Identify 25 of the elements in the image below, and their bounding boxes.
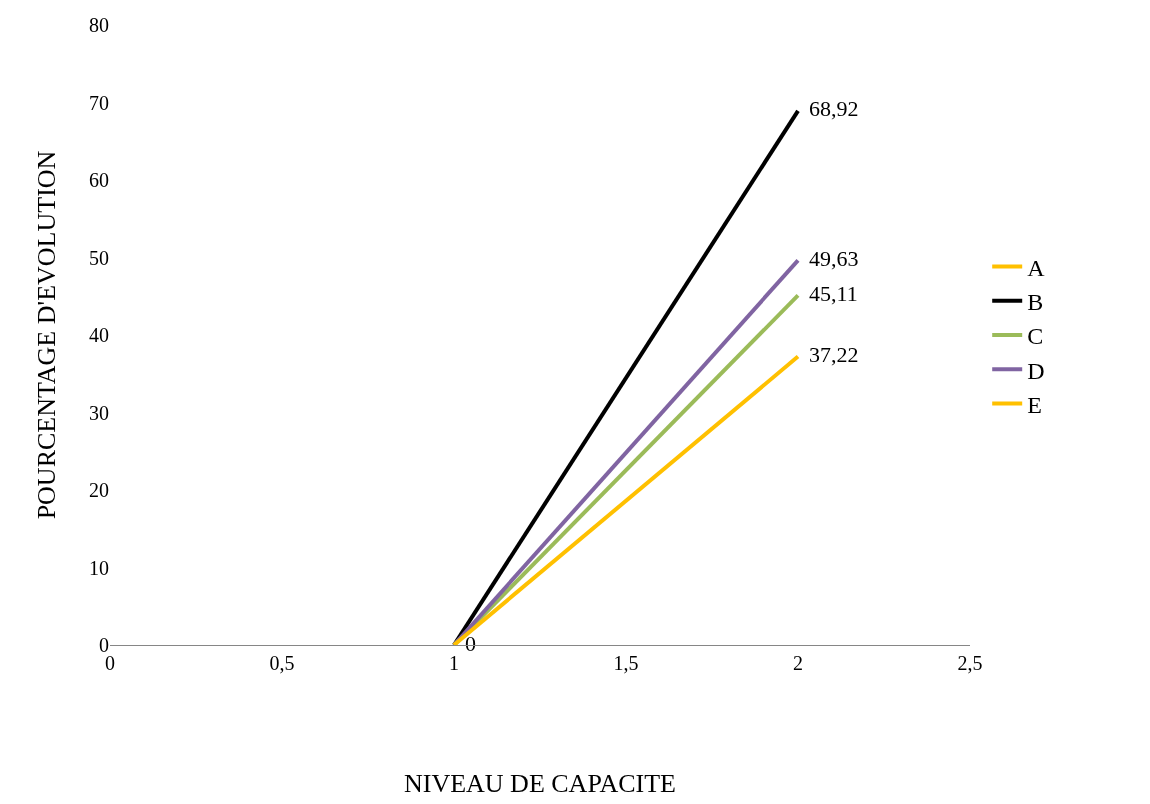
legend-label: A [1027,254,1046,281]
x-tick-label: 0,5 [269,652,295,674]
y-tick-label: 40 [89,324,109,346]
legend-label: D [1027,357,1045,384]
data-label: 45,11 [798,280,858,306]
y-tick-label: 80 [89,14,109,36]
data-label: 49,63 [798,245,859,271]
legend-label: B [1027,289,1044,316]
x-tick-label: 1,5 [613,652,639,674]
data-label: 68,92 [798,96,859,122]
x-tick-label: 2 [793,652,803,674]
y-tick-label: 0 [99,634,109,656]
y-tick-label: 10 [89,556,109,579]
x-axis-title: NIVEAU DE CAPACITE [403,768,677,798]
y-tick-label: 60 [89,169,109,191]
y-axis-title: POURCENTAGE D'EVOLUTION [32,150,62,520]
legend-label: C [1027,323,1044,350]
data-label: 37,22 [798,342,859,368]
y-tick-label: 50 [89,246,109,269]
x-tick-label: 2,5 [957,652,983,674]
y-tick-label: 20 [89,479,109,501]
y-tick-label: 30 [89,401,109,424]
legend-label: E [1027,391,1042,418]
x-tick-label: 1 [449,652,459,674]
y-tick-label: 70 [89,91,109,114]
